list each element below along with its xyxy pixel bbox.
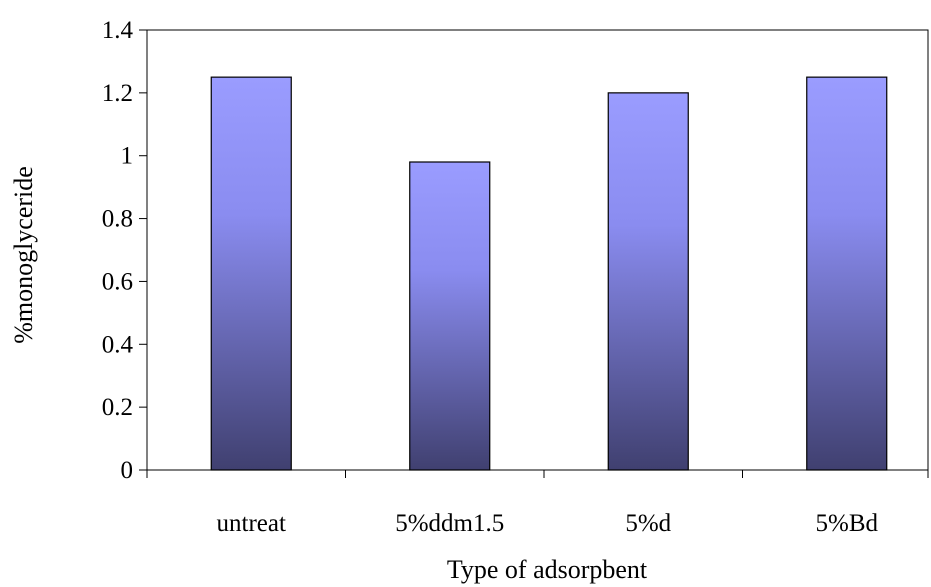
y-axis: 0 0.2 0.4 0.6 0.8 1 1.2 1.4: [102, 17, 147, 484]
bar-2: [607, 92, 689, 471]
y-tick-label: 0.6: [102, 268, 133, 295]
y-tick-label: 0.4: [102, 331, 134, 358]
x-tick-label: untreat: [217, 510, 286, 537]
y-tick-label: 1.2: [102, 80, 133, 107]
x-tick-label: 5%Bd: [816, 510, 879, 537]
x-tick-label: 5%ddm1.5: [395, 510, 504, 537]
bar-0: [210, 76, 292, 471]
plot-frame: [146, 29, 929, 470]
y-tick-label: 1.4: [102, 17, 134, 44]
x-axis-title: Type of adsorpbent: [447, 555, 648, 584]
y-tick-label: 0.8: [102, 206, 133, 233]
y-tick-label: 0: [121, 457, 134, 484]
y-tick-label: 0.2: [102, 394, 133, 421]
plot-area: [146, 29, 929, 471]
y-axis-title: %monoglyceride: [9, 166, 38, 344]
y-tick-label: 1: [121, 143, 134, 170]
x-axis: untreat 5%ddm1.5 5%d 5%Bd: [146, 469, 929, 537]
bar-3: [806, 76, 888, 471]
bar-1: [409, 161, 491, 471]
x-tick-label: 5%d: [625, 510, 671, 537]
